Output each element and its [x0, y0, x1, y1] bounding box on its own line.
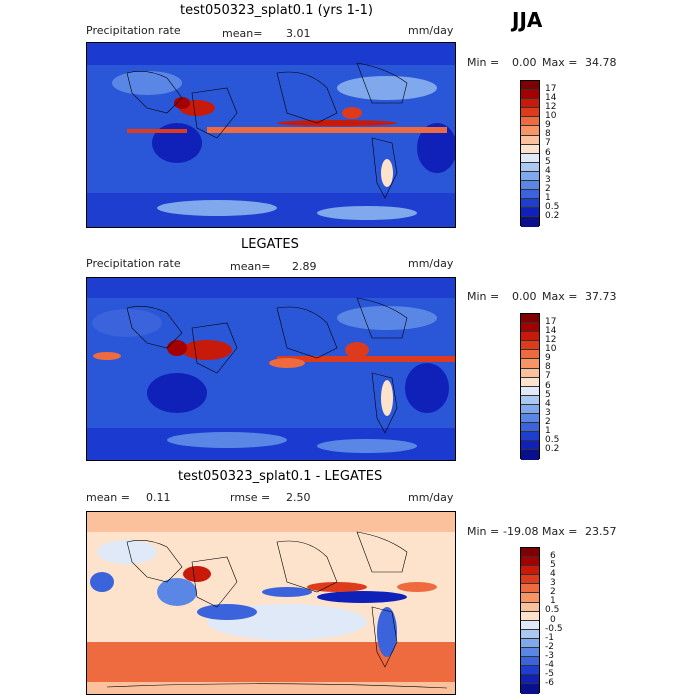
- panel3-min-label: Min =: [467, 525, 500, 538]
- panel3-tick-14: -6: [545, 678, 554, 688]
- panel2-tick-0: 17: [545, 317, 557, 327]
- panel2-tick-3: 10: [545, 344, 557, 354]
- panel3-map: [86, 511, 456, 695]
- panel1-title: test050323_splat0.1 (yrs 1-1): [180, 3, 373, 18]
- panel3-units: mm/day: [408, 491, 454, 504]
- panel3-mean-value: 0.11: [146, 491, 171, 504]
- panel3-tick-12: -4: [545, 660, 554, 670]
- panel2-tick-14: 0.2: [545, 444, 560, 454]
- panel3-map-canvas: [87, 512, 455, 694]
- panel3-max-value: 23.57: [585, 525, 617, 538]
- panel1-tick-11: 2: [545, 184, 551, 194]
- panel2-title: LEGATES: [241, 237, 299, 252]
- panel2-tick-12: 1: [545, 426, 551, 436]
- panel3-rmse-label: rmse =: [230, 491, 271, 504]
- panel3-rmse-value: 2.50: [286, 491, 311, 504]
- panel3-tick-9: -1: [545, 633, 554, 643]
- panel3-min-value: -19.08: [503, 525, 539, 538]
- panel1-mean-value: 3.01: [286, 27, 311, 40]
- panel1-tick-2: 12: [545, 102, 557, 112]
- panel1-variable-label: Precipitation rate: [86, 24, 181, 37]
- panel1-tick-6: 7: [545, 138, 551, 148]
- panel3-tick-7: 0: [550, 615, 556, 625]
- panel1-min-value: 0.00: [512, 56, 537, 69]
- panel2-tick-8: 5: [545, 390, 551, 400]
- panel2-map-canvas: [87, 278, 455, 460]
- panel3-tick-1: 5: [550, 560, 556, 570]
- panel3-tick-5: 1: [550, 596, 556, 606]
- panel3-tick-4: 2: [550, 587, 556, 597]
- panel1-units: mm/day: [408, 24, 454, 37]
- panel1-mean-label: mean=: [222, 27, 263, 40]
- panel3-mean-label: mean =: [86, 491, 130, 504]
- panel1-tick-12: 1: [545, 193, 551, 203]
- panel3-tick-6: 0.5: [545, 605, 560, 615]
- panel1-map-canvas: [87, 43, 455, 227]
- panel1-tick-3: 10: [545, 111, 557, 121]
- panel1-tick-1: 14: [545, 93, 557, 103]
- panel1-map: [86, 42, 456, 228]
- panel3-tick-11: -3: [545, 651, 554, 661]
- panel1-tick-8: 5: [545, 157, 551, 167]
- panel1-colorbar: [520, 80, 540, 227]
- panel1-tick-9: 4: [545, 166, 551, 176]
- panel2-tick-9: 4: [545, 399, 551, 409]
- panel2-tick-2: 12: [545, 335, 557, 345]
- panel2-mean-label: mean=: [230, 260, 271, 273]
- panel2-tick-6: 7: [545, 371, 551, 381]
- panel1-tick-14: 0.2: [545, 211, 560, 221]
- panel3-tick-2: 4: [550, 569, 556, 579]
- panel2-map: [86, 277, 456, 461]
- panel2-tick-11: 2: [545, 417, 551, 427]
- panel2-tick-5: 8: [545, 362, 551, 372]
- panel1-max-value: 34.78: [585, 56, 617, 69]
- panel3-tick-13: -5: [545, 669, 554, 679]
- panel3-tick-0: 6: [550, 551, 556, 561]
- panel1-max-label: Max =: [542, 56, 578, 69]
- panel3-tick-8: -0.5: [545, 624, 563, 634]
- panel3-tick-10: -2: [545, 642, 554, 652]
- panel2-tick-1: 14: [545, 326, 557, 336]
- panel3-title: test050323_splat0.1 - LEGATES: [178, 469, 383, 484]
- panel2-tick-13: 0.5: [545, 435, 560, 445]
- panel2-units: mm/day: [408, 257, 454, 270]
- panel3-colorbar: [520, 547, 540, 694]
- panel2-variable-label: Precipitation rate: [86, 257, 181, 270]
- panel2-colorbar: [520, 313, 540, 460]
- panel1-tick-10: 3: [545, 175, 551, 185]
- panel2-min-value: 0.00: [512, 290, 537, 303]
- panel2-tick-7: 6: [545, 381, 551, 391]
- panel3-tick-3: 3: [550, 578, 556, 588]
- season-label: JJA: [512, 8, 543, 32]
- panel2-min-label: Min =: [467, 290, 500, 303]
- panel1-tick-4: 9: [545, 120, 551, 130]
- panel1-min-label: Min =: [467, 56, 500, 69]
- panel3-max-label: Max =: [542, 525, 578, 538]
- panel2-mean-value: 2.89: [292, 260, 317, 273]
- panel2-max-value: 37.73: [585, 290, 617, 303]
- panel2-tick-10: 3: [545, 408, 551, 418]
- panel2-tick-4: 9: [545, 353, 551, 363]
- panel1-tick-0: 17: [545, 84, 557, 94]
- panel2-max-label: Max =: [542, 290, 578, 303]
- panel1-tick-7: 6: [545, 148, 551, 158]
- panel1-tick-13: 0.5: [545, 202, 560, 212]
- panel1-tick-5: 8: [545, 129, 551, 139]
